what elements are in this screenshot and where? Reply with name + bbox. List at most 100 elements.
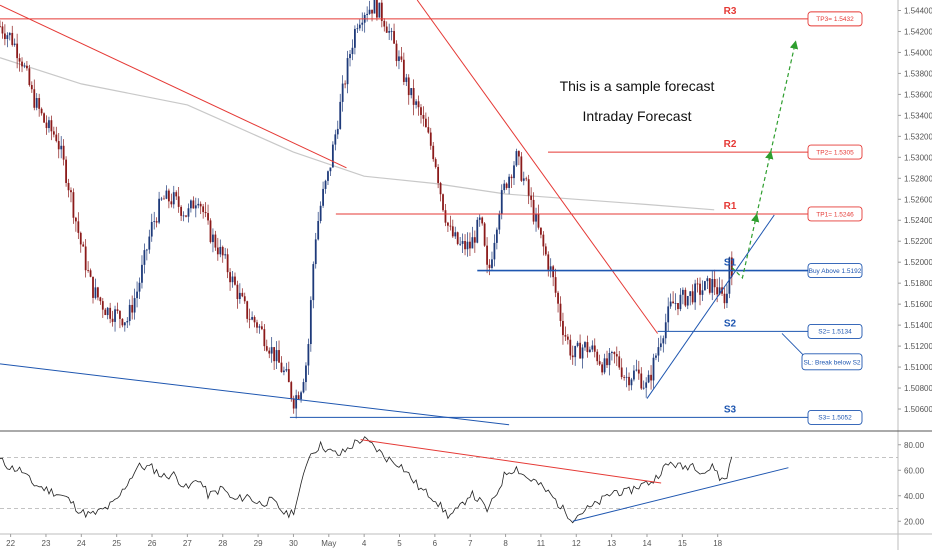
rsi-tick-label: 20.00 [904, 517, 925, 526]
candle-body [109, 307, 112, 319]
candle-body [586, 342, 589, 353]
level-tag-text-s3: S3= 1.5052 [818, 415, 852, 422]
candle-body [716, 287, 719, 295]
candle-body [177, 196, 180, 207]
price-tick-label: 1.50600 [904, 405, 932, 414]
rsi-blue-trendline [572, 467, 789, 522]
candle-body [150, 221, 153, 237]
candle-body [547, 254, 550, 270]
candle-body [292, 398, 295, 409]
rsi-tick-label: 80.00 [904, 441, 925, 450]
candle-body [65, 159, 67, 183]
candle-body [180, 206, 183, 216]
candle-body [657, 347, 660, 356]
candle-body [681, 289, 684, 295]
candle-body [454, 232, 457, 237]
candle-body [393, 31, 395, 44]
candle-body [133, 298, 136, 313]
candle-body [368, 9, 371, 14]
candle-body [290, 382, 293, 399]
candle-body [574, 346, 577, 358]
candle-body [520, 156, 523, 181]
candle-body [655, 355, 657, 358]
candle-body [155, 221, 158, 223]
candle-body [3, 33, 6, 40]
candle-body [165, 190, 168, 199]
candle-body [451, 226, 454, 237]
candle-body [141, 264, 143, 283]
time-tick-label: 28 [218, 539, 227, 548]
candle-body [199, 203, 202, 207]
candle-body [50, 120, 53, 132]
candle-body [437, 167, 440, 183]
candle-body [642, 387, 645, 389]
price-tick-label: 1.52400 [904, 216, 932, 225]
candle-body [645, 382, 648, 388]
level-label-r1: R1 [724, 201, 737, 212]
candle-body [248, 318, 251, 320]
candle-body [204, 212, 207, 214]
candle-body [312, 264, 315, 301]
time-tick-label: 12 [572, 539, 581, 548]
candle-body [378, 2, 381, 18]
candle-body [43, 113, 45, 123]
candle-body [128, 304, 131, 322]
candle-body [354, 28, 356, 48]
candle-body [356, 28, 359, 30]
candle-body [405, 77, 408, 82]
time-tick-label: 18 [713, 539, 722, 548]
candle-body [388, 31, 391, 33]
candle-body [390, 31, 393, 32]
candle-body [564, 335, 567, 337]
candle-body [6, 35, 9, 40]
candle-body [334, 134, 337, 145]
candle-body [79, 232, 82, 245]
candle-body [603, 358, 606, 373]
candle-body [84, 246, 87, 271]
candle-body [246, 301, 249, 319]
candle-body [525, 178, 528, 180]
candle-body [728, 257, 731, 294]
candle-body [185, 215, 187, 217]
candle-body [26, 65, 28, 69]
candle-body [52, 131, 55, 135]
candle-body [302, 382, 305, 393]
candle-body [420, 107, 422, 116]
candle-body [530, 195, 533, 200]
candle-body [82, 244, 85, 247]
candle-body [270, 347, 273, 354]
candle-body [260, 326, 263, 330]
candle-body [491, 259, 493, 268]
candle-body [488, 264, 491, 268]
candle-body [434, 159, 437, 168]
price-tick-label: 1.51400 [904, 321, 932, 330]
candle-body [351, 47, 354, 55]
candle-body [192, 200, 195, 209]
candle-body [221, 246, 224, 256]
candle-body [461, 241, 464, 244]
candle-body [713, 279, 716, 288]
moving-average-line [0, 57, 715, 211]
time-tick-label: 13 [607, 539, 616, 548]
time-tick-label: 27 [183, 539, 192, 548]
candle-body [280, 362, 283, 373]
candle-body [442, 194, 444, 211]
candle-body [498, 213, 501, 230]
candle-body [236, 284, 239, 300]
candle-body [30, 85, 33, 90]
candle-body [307, 344, 310, 366]
candle-body [202, 206, 205, 213]
candle-body [718, 287, 721, 295]
candle-body [175, 192, 178, 197]
candle-body [439, 182, 442, 195]
rsi-red-trendline [360, 439, 662, 484]
candle-body [559, 303, 562, 321]
price-tick-label: 1.53400 [904, 111, 932, 120]
candle-body [138, 282, 141, 292]
candle-body [234, 276, 236, 285]
candle-body [730, 257, 733, 277]
candle-body [677, 303, 679, 310]
candle-body [300, 392, 302, 400]
candle-body [515, 151, 518, 166]
